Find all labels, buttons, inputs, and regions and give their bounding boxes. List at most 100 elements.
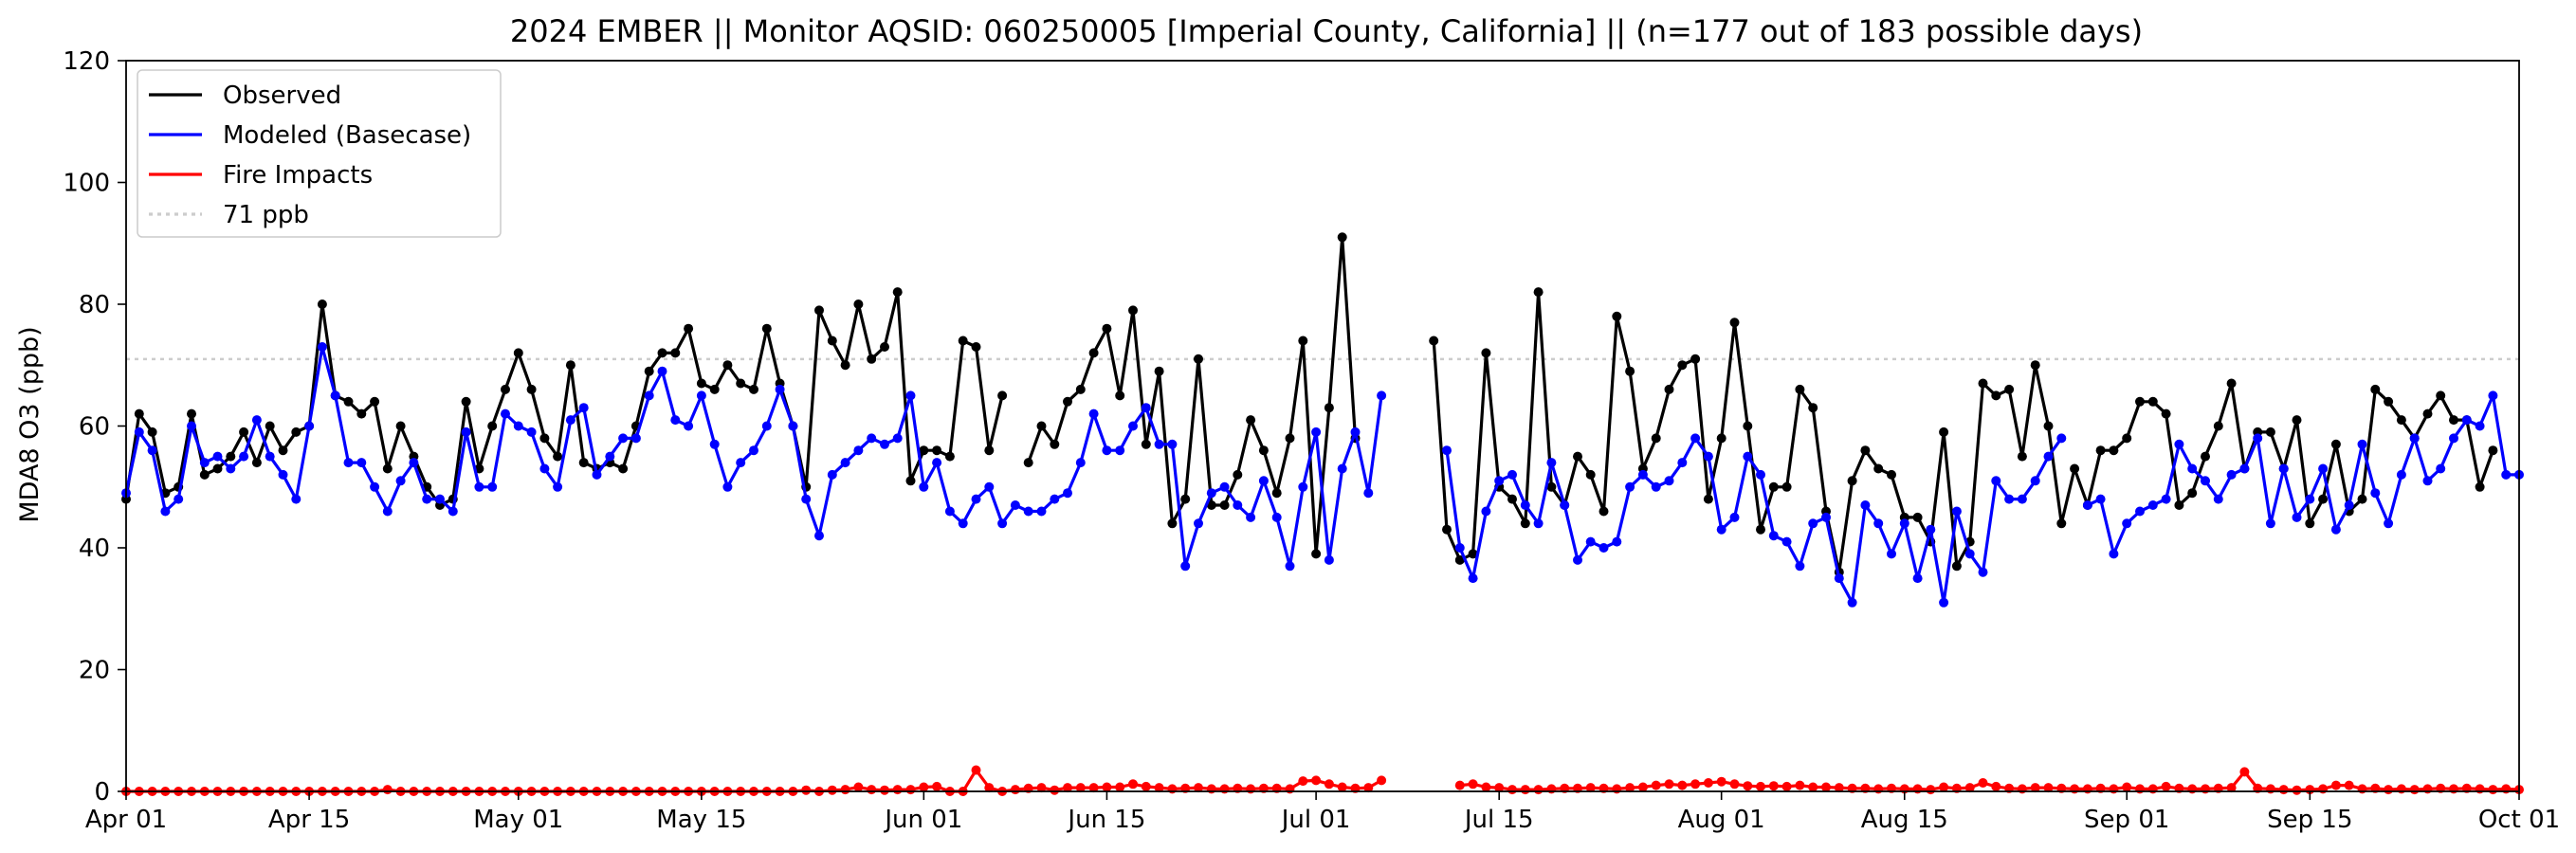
data-point [1677, 780, 1688, 790]
data-point [1337, 463, 1347, 474]
data-point [1363, 783, 1374, 793]
series-line [1445, 436, 2063, 605]
data-point [2187, 488, 2198, 499]
data-point [474, 481, 484, 492]
data-point [1887, 549, 1896, 559]
data-point [265, 451, 275, 462]
data-point [2265, 518, 2275, 529]
data-point [2017, 451, 2027, 462]
data-point [1795, 780, 1805, 790]
data-point [1206, 784, 1216, 794]
data-point [1258, 476, 1269, 486]
y-tick-label: 20 [79, 657, 110, 685]
data-point [2030, 360, 2040, 371]
data-point [919, 481, 929, 492]
data-point [2017, 494, 2027, 504]
data-point [1350, 426, 1361, 437]
data-point [1442, 445, 1452, 456]
data-point [513, 348, 523, 358]
data-point [592, 469, 602, 480]
data-point [2357, 784, 2367, 794]
data-point [1664, 476, 1674, 486]
data-point [630, 433, 641, 444]
data-point [1454, 780, 1465, 790]
y-tick-label: 0 [94, 778, 110, 807]
data-point [553, 451, 563, 462]
data-point [670, 348, 681, 358]
data-point [1481, 782, 1491, 792]
data-point [370, 396, 380, 407]
data-point [539, 463, 550, 474]
data-point [1311, 426, 1322, 437]
x-tick-label: Aug 15 [1861, 806, 1948, 834]
data-point [1023, 458, 1033, 468]
data-point [1533, 287, 1544, 298]
data-point [2330, 780, 2341, 790]
data-point [1481, 348, 1491, 358]
data-point [1847, 597, 1857, 608]
data-point [696, 378, 706, 389]
data-point [356, 458, 367, 468]
data-point [997, 390, 1008, 401]
data-point [644, 366, 654, 376]
data-point [1167, 784, 1178, 794]
data-point [1363, 488, 1374, 499]
data-point [1756, 524, 1765, 535]
data-point [187, 421, 196, 431]
data-point [330, 390, 340, 401]
data-point [291, 494, 301, 504]
data-point [1873, 463, 1884, 474]
data-point [2318, 784, 2329, 794]
data-point [1429, 336, 1439, 346]
data-point [1991, 390, 2001, 401]
data-point [2095, 494, 2106, 504]
data-point [1637, 469, 1648, 480]
data-point [2030, 783, 2040, 793]
data-point [1050, 439, 1060, 449]
data-point [814, 305, 824, 316]
data-point [1716, 433, 1726, 444]
data-point [684, 421, 694, 431]
data-point [1781, 781, 1792, 791]
data-point [1756, 469, 1765, 480]
data-point [1533, 518, 1544, 529]
data-point [448, 506, 458, 517]
data-point [1088, 408, 1099, 419]
data-point [382, 506, 393, 517]
data-point [605, 451, 615, 462]
data-point [2161, 494, 2171, 504]
data-point [2384, 785, 2394, 795]
data-point [1847, 476, 1857, 486]
data-point [749, 445, 758, 456]
data-point [1285, 433, 1295, 444]
x-tick-label: Apr 01 [85, 806, 167, 834]
series-layer [121, 232, 2524, 796]
data-point [1991, 781, 2001, 791]
data-point [2422, 784, 2433, 794]
series-line [1027, 235, 1358, 556]
data-point [1063, 488, 1072, 499]
data-point [2174, 439, 2184, 449]
data-point [1219, 500, 1230, 510]
data-point [880, 785, 889, 795]
data-point [1520, 785, 1530, 795]
data-point [1703, 451, 1713, 462]
data-point [226, 451, 236, 462]
data-point [1912, 512, 1923, 522]
data-point [1637, 782, 1648, 792]
y-tick-label: 100 [63, 170, 110, 198]
data-point [1324, 403, 1334, 413]
data-point [2082, 784, 2092, 794]
data-point [2449, 415, 2458, 426]
data-point [1625, 366, 1635, 376]
data-point [2109, 549, 2119, 559]
data-point [1951, 561, 1962, 572]
data-point [565, 360, 575, 371]
data-point [317, 299, 327, 309]
data-point [1442, 524, 1452, 535]
legend-box [137, 69, 502, 238]
data-point [2475, 784, 2485, 794]
data-point [1010, 500, 1020, 510]
data-point [1088, 783, 1099, 793]
data-point [1873, 518, 1884, 529]
